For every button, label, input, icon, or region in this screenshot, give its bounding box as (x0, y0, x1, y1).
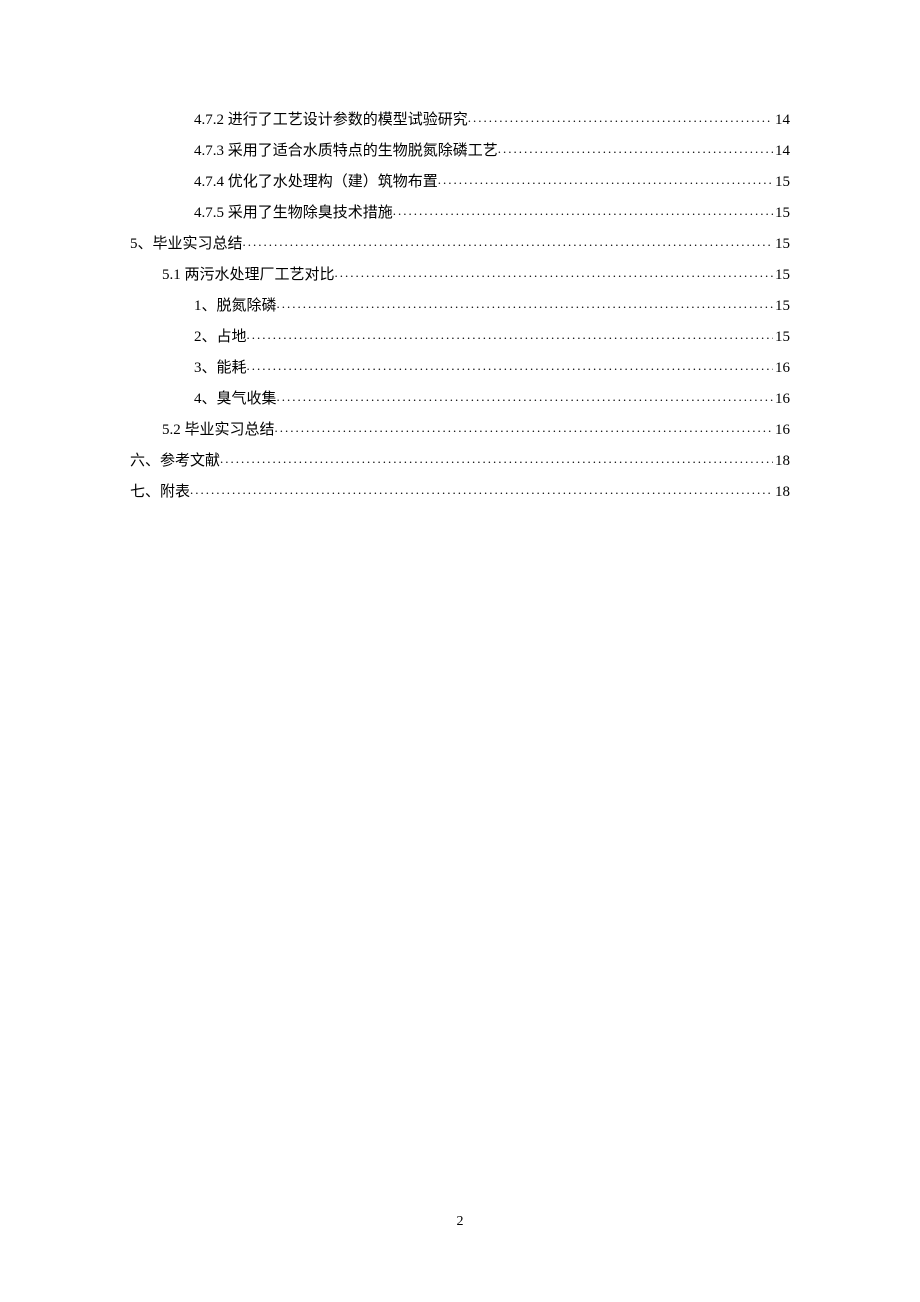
toc-entry-page: 15 (773, 325, 790, 349)
page-number: 2 (457, 1214, 464, 1230)
toc-leader-dots (277, 294, 773, 315)
toc-leader-dots (277, 387, 773, 408)
toc-entry: 4.7.2 进行了工艺设计参数的模型试验研究 14 (130, 108, 790, 132)
toc-entry: 4、臭气收集 16 (130, 387, 790, 411)
toc-entry-title: 2、占地 (194, 325, 247, 349)
toc-entry-title: 4.7.3 采用了适合水质特点的生物脱氮除磷工艺 (194, 139, 498, 163)
table-of-contents: 4.7.2 进行了工艺设计参数的模型试验研究 14 4.7.3 采用了适合水质特… (130, 108, 790, 504)
toc-entry: 3、能耗 16 (130, 356, 790, 380)
toc-entry: 4.7.4 优化了水处理构（建）筑物布置 15 (130, 170, 790, 194)
toc-entry: 4.7.5 采用了生物除臭技术措施 15 (130, 201, 790, 225)
toc-leader-dots (190, 480, 773, 501)
toc-entry-title: 3、能耗 (194, 356, 247, 380)
toc-entry-title: 4.7.4 优化了水处理构（建）筑物布置 (194, 170, 438, 194)
toc-entry-title: 4.7.2 进行了工艺设计参数的模型试验研究 (194, 108, 468, 132)
toc-entry-page: 14 (773, 108, 790, 132)
toc-leader-dots (438, 170, 773, 191)
toc-entry: 1、脱氮除磷 15 (130, 294, 790, 318)
toc-leader-dots (335, 263, 773, 284)
toc-entry-page: 18 (773, 480, 790, 504)
toc-leader-dots (393, 201, 773, 222)
toc-entry: 七、附表 18 (130, 480, 790, 504)
toc-entry-page: 15 (773, 232, 790, 256)
toc-leader-dots (275, 418, 773, 439)
toc-leader-dots (498, 139, 773, 160)
toc-entry: 4.7.3 采用了适合水质特点的生物脱氮除磷工艺 14 (130, 139, 790, 163)
toc-entry-page: 14 (773, 139, 790, 163)
toc-leader-dots (247, 356, 773, 377)
toc-leader-dots (220, 449, 773, 470)
toc-entry-title: 5.2 毕业实习总结 (162, 418, 275, 442)
toc-entry-title: 六、参考文献 (130, 449, 220, 473)
toc-entry-title: 5.1 两污水处理厂工艺对比 (162, 263, 335, 287)
toc-entry: 六、参考文献 18 (130, 449, 790, 473)
toc-leader-dots (243, 232, 773, 253)
toc-entry: 5、毕业实习总结 15 (130, 232, 790, 256)
toc-entry-page: 18 (773, 449, 790, 473)
toc-entry: 2、占地 15 (130, 325, 790, 349)
toc-entry-page: 15 (773, 170, 790, 194)
toc-entry: 5.2 毕业实习总结 16 (130, 418, 790, 442)
toc-entry-page: 15 (773, 294, 790, 318)
toc-entry-title: 1、脱氮除磷 (194, 294, 277, 318)
toc-leader-dots (468, 108, 773, 129)
toc-entry-page: 16 (773, 418, 790, 442)
toc-entry-page: 15 (773, 263, 790, 287)
toc-leader-dots (247, 325, 773, 346)
toc-entry-title: 4、臭气收集 (194, 387, 277, 411)
toc-entry-title: 5、毕业实习总结 (130, 232, 243, 256)
toc-entry-title: 七、附表 (130, 480, 190, 504)
toc-entry-page: 16 (773, 387, 790, 411)
toc-entry: 5.1 两污水处理厂工艺对比 15 (130, 263, 790, 287)
toc-entry-page: 16 (773, 356, 790, 380)
toc-entry-page: 15 (773, 201, 790, 225)
toc-entry-title: 4.7.5 采用了生物除臭技术措施 (194, 201, 393, 225)
